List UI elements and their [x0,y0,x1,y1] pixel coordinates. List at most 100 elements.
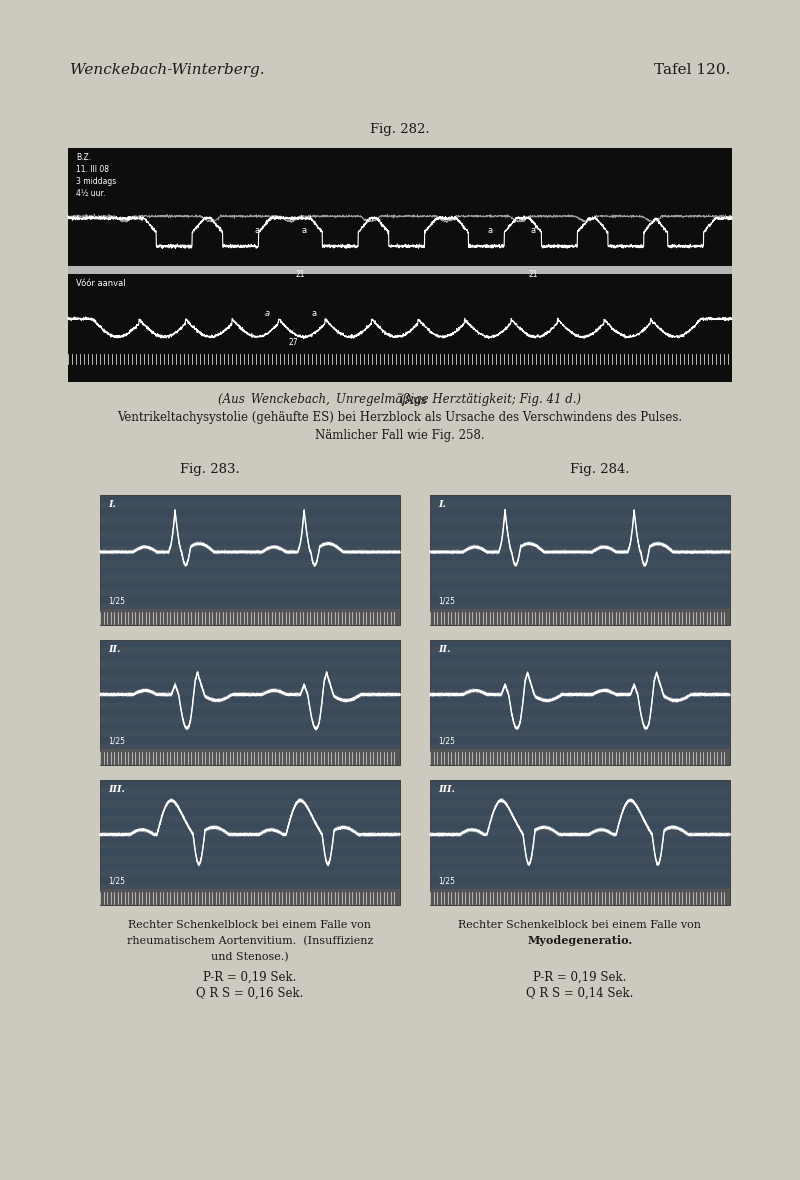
Text: a: a [265,309,270,319]
Text: a: a [311,309,316,319]
Bar [430,889,730,905]
Bar [430,871,730,877]
Bar [430,531,730,538]
Bar [100,494,400,625]
Bar [430,857,730,864]
Bar [430,787,730,794]
Bar [100,843,400,850]
Text: (Aus  Wenckebach,  Unregelmäßige Herztätigkeit; Fig. 41 d.): (Aus Wenckebach, Unregelmäßige Herztätig… [218,393,582,406]
Text: Nämlicher Fall wie Fig. 258.: Nämlicher Fall wie Fig. 258. [315,428,485,441]
Text: 21: 21 [296,270,305,278]
Bar [430,702,730,709]
Bar [100,689,400,695]
Text: 1/25: 1/25 [108,596,125,605]
Bar [100,801,400,808]
Text: III.: III. [438,785,455,794]
Bar [430,494,730,625]
Bar [100,531,400,538]
Bar [100,730,400,738]
Text: a: a [530,227,535,235]
Bar [430,758,730,765]
Text: Wenckebach-Winterberg.: Wenckebach-Winterberg. [70,63,265,77]
Bar [100,745,400,752]
Bar [100,814,400,821]
Bar [430,814,730,821]
Bar [430,828,730,835]
Bar [100,560,400,568]
Bar [430,640,730,765]
Bar [100,503,400,510]
Text: a: a [254,227,260,235]
Bar [430,661,730,668]
Text: Fig. 283.: Fig. 283. [180,464,240,477]
Text: Ventrikeltachysystolie (gehäufte ES) bei Herzblock als Ursache des Verschwindens: Ventrikeltachysystolie (gehäufte ES) bei… [118,412,682,425]
Bar [100,640,400,765]
Text: 21: 21 [528,270,538,278]
Text: 1/25: 1/25 [438,736,455,745]
Bar [430,589,730,596]
Bar [68,266,732,274]
Text: II.: II. [108,645,120,654]
Text: Myodegeneratio.: Myodegeneratio. [527,936,633,946]
Text: 3 middags: 3 middags [76,177,116,186]
Text: Rechter Schenkelblock bei einem Falle von: Rechter Schenkelblock bei einem Falle vo… [458,920,702,930]
Bar [430,517,730,524]
Bar [100,716,400,723]
Bar [430,675,730,682]
Bar [100,575,400,582]
Bar [100,787,400,794]
Text: Fig. 282.: Fig. 282. [370,124,430,137]
Bar [430,560,730,568]
Text: (Aus: (Aus [400,393,430,406]
Text: 1/25: 1/25 [438,596,455,605]
Bar [430,647,730,654]
Text: III.: III. [108,785,125,794]
Bar [430,618,730,625]
Bar [430,745,730,752]
Text: 4½ uur.: 4½ uur. [76,189,106,198]
Bar [100,749,400,765]
Bar [100,889,400,905]
Text: Q R S = 0,14 Sek.: Q R S = 0,14 Sek. [526,986,634,999]
Bar [430,503,730,510]
Bar [430,749,730,765]
Bar [100,603,400,610]
Text: Rechter Schenkelblock bei einem Falle von: Rechter Schenkelblock bei einem Falle vo… [129,920,371,930]
Bar [100,884,400,891]
Bar [430,884,730,891]
Bar [430,716,730,723]
Text: B.Z.: B.Z. [76,153,91,162]
Text: 1/25: 1/25 [108,736,125,745]
Text: Vóór aanval: Vóór aanval [76,278,126,288]
Bar [100,589,400,596]
Text: I.: I. [108,500,116,509]
Text: 1/25: 1/25 [108,876,125,885]
Bar [100,702,400,709]
Bar [430,603,730,610]
Bar [430,801,730,808]
Text: 1/25: 1/25 [438,876,455,885]
Text: a: a [487,227,492,235]
Text: P-R = 0,19 Sek.: P-R = 0,19 Sek. [534,970,626,983]
Bar [100,898,400,905]
Text: Fig. 284.: Fig. 284. [570,464,630,477]
Bar [100,661,400,668]
Text: P-R = 0,19 Sek.: P-R = 0,19 Sek. [203,970,297,983]
Text: II.: II. [438,645,450,654]
Text: Tafel 120.: Tafel 120. [654,63,730,77]
Text: 27: 27 [289,337,298,347]
Bar [430,843,730,850]
Bar [430,545,730,552]
Bar [100,758,400,765]
Text: 11. III 08: 11. III 08 [76,165,109,173]
Bar [100,780,400,905]
Text: und Stenose.): und Stenose.) [211,952,289,962]
Bar [100,609,400,625]
Bar [430,780,730,905]
Bar [100,647,400,654]
Bar [430,689,730,695]
Text: Q R S = 0,16 Sek.: Q R S = 0,16 Sek. [196,986,304,999]
Bar [100,675,400,682]
Text: a: a [301,227,306,235]
Bar [100,618,400,625]
